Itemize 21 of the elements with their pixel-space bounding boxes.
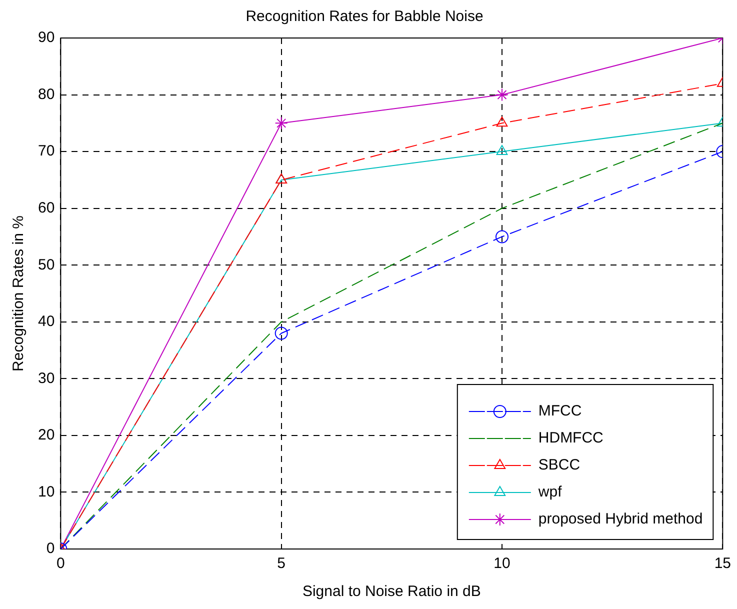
- y-tick-label: 10: [38, 483, 55, 500]
- y-tick-label: 40: [38, 313, 55, 330]
- y-tick-label: 60: [38, 199, 55, 216]
- x-tick-label: 10: [494, 555, 510, 572]
- x-axis-title: Signal to Noise Ratio in dB: [302, 583, 481, 600]
- legend-label: wpf: [537, 484, 563, 501]
- chart-title: Recognition Rates for Babble Noise: [246, 8, 484, 26]
- y-axis-title: Recognition Rates in %: [10, 216, 28, 372]
- legend-label: MFCC: [538, 402, 582, 420]
- y-tick-label: 70: [38, 142, 55, 160]
- legend-label: SBCC: [538, 456, 580, 474]
- x-tick-label: 5: [277, 555, 286, 572]
- y-tick-label: 90: [38, 29, 55, 46]
- y-tick-label: 50: [38, 256, 55, 274]
- legend-label: proposed Hybrid method: [538, 510, 703, 528]
- legend-label: HDMFCC: [538, 430, 604, 447]
- y-tick-label: 80: [38, 86, 55, 103]
- y-tick-label: 0: [46, 540, 55, 558]
- y-tick-label: 30: [38, 370, 55, 387]
- y-tick-label: 20: [38, 426, 55, 444]
- x-tick-label: 15: [714, 555, 731, 572]
